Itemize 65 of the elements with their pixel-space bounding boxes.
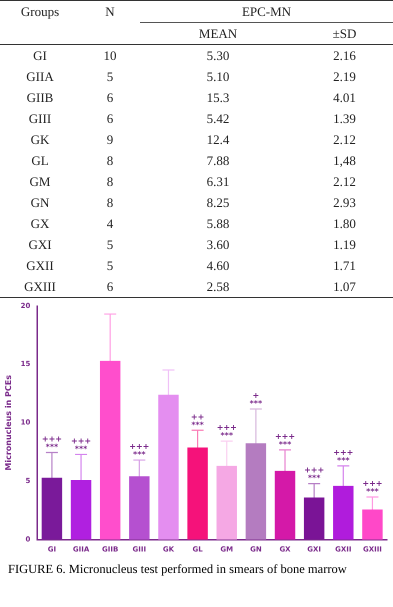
data-label: 3.60 — [206, 236, 230, 254]
text: MEAN — [198, 24, 238, 42]
data-label: 5 — [106, 236, 114, 254]
data-label: 1.80 — [332, 214, 357, 232]
text: ±SD — [332, 24, 358, 42]
data-label: 5.88 — [206, 214, 230, 232]
data-label: 8 — [106, 194, 114, 212]
text: N — [104, 2, 116, 21]
category-label: GL — [30, 152, 50, 170]
data-label: 7.88 — [206, 152, 230, 170]
annotation: +++ *** — [274, 432, 296, 449]
data-label: 5 — [106, 256, 114, 274]
annotation: +++ *** — [70, 436, 92, 454]
data-label: 5.30 — [206, 46, 230, 64]
data-label: 1.39 — [332, 110, 357, 128]
annotation: +++ *** — [42, 434, 62, 452]
category-label: GXI — [27, 236, 53, 254]
annotation: +++ *** — [333, 448, 354, 465]
data-label: 2.58 — [206, 278, 230, 296]
data-label: 12.4 — [206, 130, 230, 148]
data-label: 8 — [106, 172, 114, 190]
data-label: 1.07 — [332, 278, 357, 296]
annotation: + *** — [250, 391, 263, 408]
category-label: GIII — [28, 110, 52, 128]
category-label: GI — [32, 46, 48, 64]
data-label: 1.19 — [332, 236, 357, 254]
annotation: +++ *** — [216, 423, 237, 440]
data-label: 5.10 — [206, 68, 230, 86]
data-label: 1,48 — [332, 152, 357, 170]
category-label: GXIII — [23, 278, 57, 296]
category-label: GX — [30, 214, 50, 232]
category-label: GK — [30, 130, 50, 148]
data-label: 2.12 — [332, 130, 357, 148]
category-label: GM — [28, 172, 52, 190]
data-label: 1.71 — [332, 256, 357, 274]
data-label: 6 — [106, 278, 114, 296]
category-label: GN — [30, 194, 50, 212]
category-label: GXII — [25, 256, 55, 274]
data-label: 8.25 — [206, 194, 230, 212]
text: EPC-MN — [140, 0, 393, 22]
data-label: 10 — [102, 46, 118, 64]
annotation: ++ *** — [190, 412, 205, 430]
data-label: 4.01 — [332, 88, 357, 106]
data-label: 15.3 — [206, 88, 230, 106]
data-label: 2.12 — [332, 172, 357, 190]
text: Groups — [20, 2, 60, 21]
data-label: 8 — [106, 152, 114, 170]
data-label: 6.31 — [206, 172, 230, 190]
data-label: 5 — [106, 68, 114, 86]
data-label: 6 — [106, 110, 114, 128]
category-label: GIIB — [26, 88, 54, 106]
annotation: +++ *** — [304, 466, 324, 483]
category-label: GIIA — [25, 68, 55, 86]
data-label: 6 — [106, 88, 114, 106]
annotation: +++ *** — [129, 442, 150, 460]
annotation: +++ *** — [362, 479, 382, 496]
data-label: 2.19 — [332, 68, 357, 86]
data-label: 5.42 — [206, 110, 230, 128]
y-axis-title: Micronucleus in PCEs — [4, 374, 13, 471]
data-label: 4 — [106, 214, 114, 232]
data-label: 4.60 — [206, 256, 230, 274]
caption: FIGURE 6. Micronucleus test performed in smears of bone marrow — [8, 562, 348, 577]
data-label: 2.93 — [332, 194, 357, 212]
data-label: 2.16 — [332, 46, 357, 64]
data-label: 9 — [106, 130, 114, 148]
